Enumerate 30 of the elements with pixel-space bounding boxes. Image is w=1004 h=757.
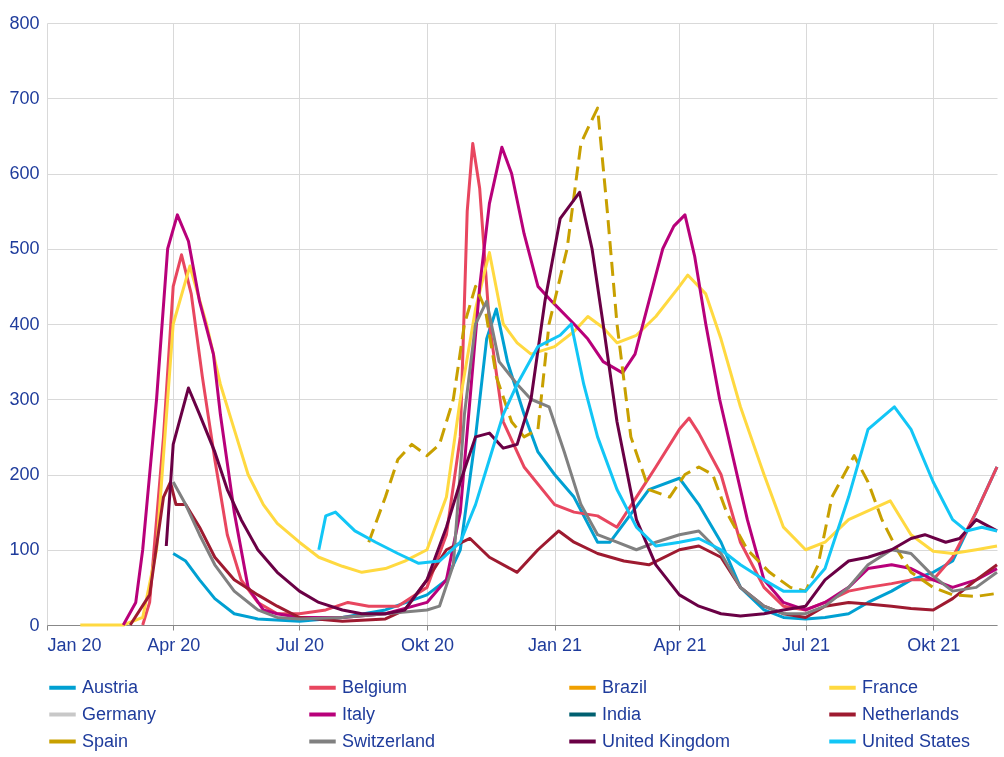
y-tick-label: 600: [9, 163, 40, 183]
y-tick-label: 700: [9, 87, 40, 108]
x-tick-label: Jan 20: [47, 634, 102, 655]
x-tick-label: Jul 21: [782, 634, 831, 655]
legend-label: India: [602, 703, 643, 724]
legend-label: Brazil: [602, 676, 648, 697]
x-tick-label: Jan 21: [528, 634, 583, 655]
y-tick-label: 300: [9, 388, 40, 409]
legend-label: United Kingdom: [602, 730, 731, 751]
legend-label: Netherlands: [862, 703, 960, 724]
x-tick-label: Okt 20: [400, 634, 455, 655]
legend-label: Spain: [82, 730, 129, 751]
x-tick-label: Apr 20: [147, 634, 201, 655]
y-tick-label: 500: [9, 238, 40, 259]
x-tick-label: Apr 21: [653, 634, 707, 655]
legend-label: France: [862, 676, 919, 697]
legend-label: Germany: [82, 703, 157, 724]
line-series: [317, 322, 999, 593]
legend-label: Belgium: [342, 676, 408, 697]
y-tick-label: 0: [29, 614, 40, 635]
legend-label: Italy: [342, 703, 376, 724]
y-tick-label: 200: [9, 464, 40, 484]
y-tick-label: 100: [9, 539, 40, 560]
y-tick-label: 400: [9, 313, 40, 334]
legend-label: Switzerland: [342, 730, 436, 751]
x-tick-label: Okt 21: [907, 634, 961, 655]
x-tick-label: Jul 20: [275, 634, 324, 655]
y-tick-label: 800: [9, 12, 40, 33]
legend-label: Austria: [82, 676, 140, 697]
legend-label: United States: [862, 730, 971, 751]
